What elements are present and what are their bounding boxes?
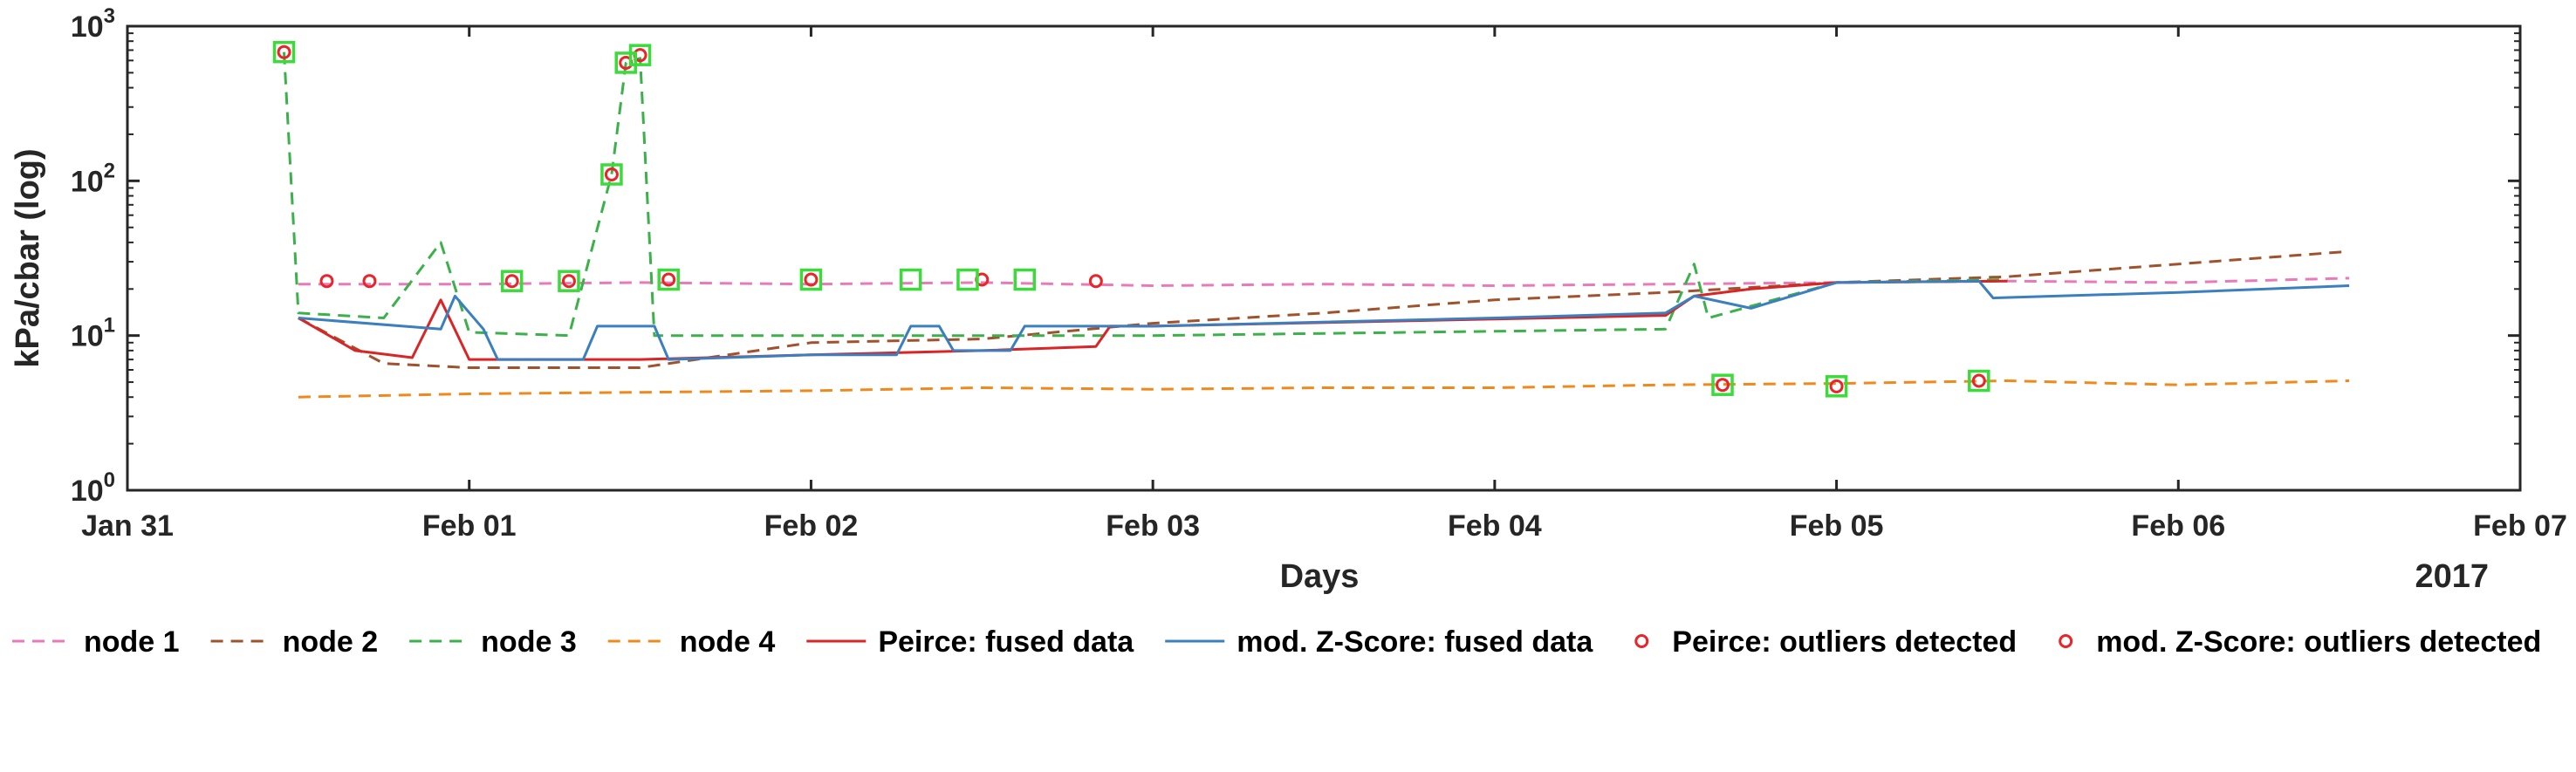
- x-tick-label: Feb 07: [2473, 509, 2567, 543]
- y-tick-base: 10: [71, 10, 104, 44]
- peirce-outlier-marker: [319, 274, 334, 289]
- plot-lines: [283, 51, 2350, 399]
- series-line-mod-z-score-fused-data: [298, 279, 2350, 361]
- plot-frame: [126, 24, 2522, 492]
- legend-label-mod-z-score-fused-data: mod. Z-Score: fused data: [1237, 625, 1593, 659]
- peirce-outlier-marker: [1088, 274, 1103, 289]
- legend-label-node-3: node 3: [481, 625, 577, 659]
- y-axis-label: kPa/cbar (log): [10, 148, 46, 367]
- y-tick-label: 102: [71, 159, 115, 198]
- peirce-outlier-marker: [1829, 379, 1844, 393]
- legend: node 1 node 2 node 3 node 4 Peirce: fused da…: [12, 625, 2541, 659]
- legend-label-node-4: node 4: [680, 625, 776, 659]
- peirce-outlier-marker: [661, 272, 676, 287]
- peirce-outlier-marker: [277, 44, 291, 59]
- year-label: 2017: [2415, 558, 2489, 595]
- y-tick-label: 101: [71, 314, 115, 353]
- legend-label-node-1: node 1: [84, 625, 180, 659]
- legend-label-mod-z-score-outliers-detected: mod. Z-Score: outliers detected: [2096, 625, 2541, 659]
- peirce-outlier-marker: [362, 274, 377, 289]
- x-axis-label: Days: [1280, 558, 1360, 595]
- z-score-outlier-marker: [956, 268, 979, 291]
- z-score-outlier-marker: [558, 270, 580, 292]
- peirce-outlier-marker: [561, 274, 576, 289]
- legend-label-peirce-fused-data: Peirce: fused data: [878, 625, 1134, 659]
- z-score-outlier-marker: [500, 270, 524, 292]
- peirce-outlier-marker: [504, 274, 519, 289]
- legend-label-node-2: node 2: [283, 625, 379, 659]
- y-tick-label: 100: [71, 468, 115, 508]
- x-axis: Jan 31 Feb 01 Feb 02 Feb 03 Feb 04 Feb 05 Feb …: [81, 26, 2567, 543]
- x-tick-label: Feb 05: [1790, 509, 1884, 543]
- y-tick-exponent: 2: [104, 159, 115, 182]
- x-tick-label: Feb 03: [1106, 509, 1200, 543]
- z-score-outlier-marker: [600, 163, 623, 186]
- plot-markers: [272, 40, 1990, 398]
- legend-marker-peirce-outliers-detected: [1634, 634, 1649, 648]
- x-tick-label: Feb 01: [422, 509, 517, 543]
- y-tick-label: 103: [71, 4, 115, 44]
- peirce-outlier-marker: [604, 167, 619, 181]
- z-score-outlier-marker: [1013, 268, 1036, 291]
- peirce-outlier-marker: [804, 272, 819, 287]
- z-score-outlier-marker: [657, 268, 680, 291]
- z-score-outlier-marker: [614, 51, 637, 74]
- y-tick-base: 10: [71, 475, 104, 508]
- y-tick-base: 10: [71, 320, 104, 353]
- series-line-node-3: [283, 51, 2008, 338]
- peirce-outlier-marker: [1971, 373, 1986, 388]
- z-score-outlier-marker: [272, 40, 296, 64]
- z-score-outlier-marker: [799, 268, 823, 291]
- x-tick-label: Jan 31: [81, 509, 174, 543]
- legend-label-peirce-outliers-detected: Peirce: outliers detected: [1672, 625, 2017, 659]
- z-score-outlier-marker: [1711, 373, 1734, 396]
- z-score-outlier-marker: [1825, 375, 1848, 398]
- series-line-node-2: [298, 249, 2350, 369]
- y-tick-exponent: 1: [104, 314, 115, 338]
- series-line-node-4: [298, 379, 2350, 399]
- y-tick-exponent: 0: [104, 468, 115, 492]
- x-tick-label: Feb 04: [1448, 509, 1542, 543]
- x-tick-label: Feb 02: [764, 509, 859, 543]
- x-tick-label: Feb 06: [2131, 509, 2225, 543]
- y-tick-exponent: 3: [104, 4, 115, 28]
- z-score-outlier-marker: [628, 44, 652, 66]
- z-score-outlier-marker: [899, 268, 922, 291]
- z-score-outlier-marker: [1968, 369, 1990, 393]
- legend-marker-mod-z-score-outliers-detected: [2059, 634, 2073, 648]
- peirce-outlier-marker: [1716, 378, 1730, 393]
- y-tick-base: 10: [71, 165, 104, 198]
